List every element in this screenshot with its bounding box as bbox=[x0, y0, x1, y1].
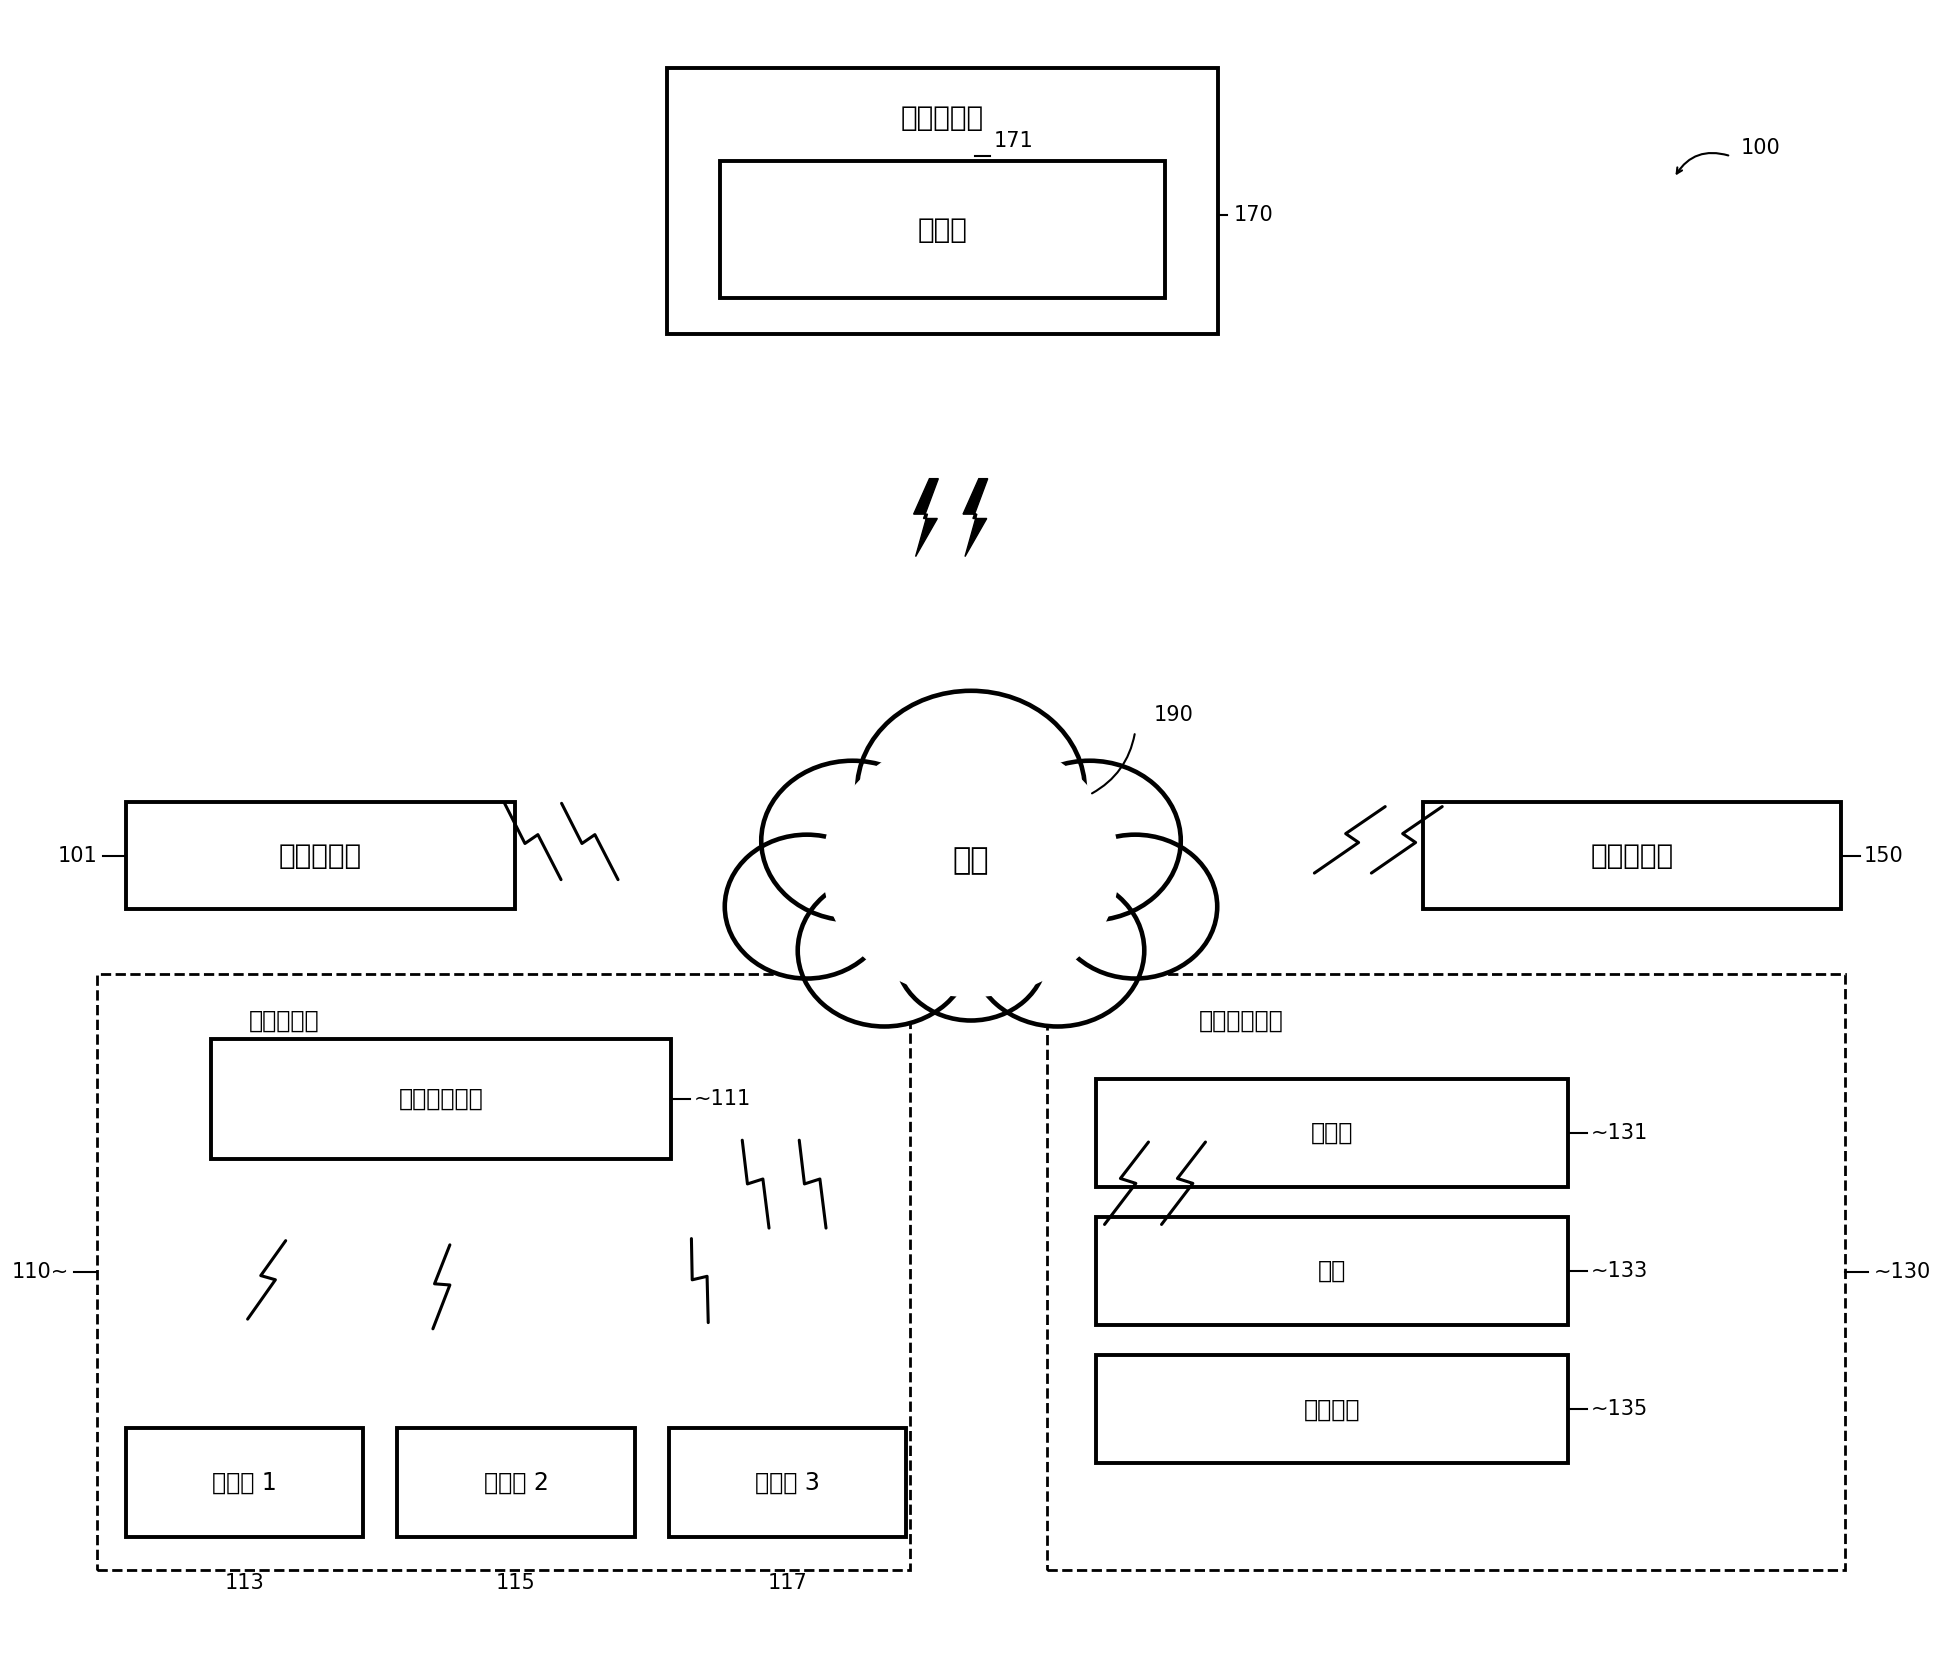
Bar bbox=[126, 802, 515, 909]
Text: ~131: ~131 bbox=[1590, 1123, 1647, 1143]
Circle shape bbox=[998, 761, 1181, 921]
Text: 家庭设施系统: 家庭设施系统 bbox=[1198, 1009, 1284, 1032]
Text: 锅炉: 锅炉 bbox=[1319, 1259, 1346, 1283]
Polygon shape bbox=[963, 479, 988, 557]
Bar bbox=[1047, 974, 1845, 1570]
Circle shape bbox=[1053, 834, 1218, 979]
Text: ~135: ~135 bbox=[1590, 1399, 1647, 1419]
Bar bbox=[212, 1039, 670, 1159]
Text: 传感器系统: 传感器系统 bbox=[249, 1009, 320, 1032]
Text: ~111: ~111 bbox=[693, 1089, 752, 1109]
Text: 传感器 3: 传感器 3 bbox=[755, 1471, 820, 1495]
Bar bbox=[97, 974, 911, 1570]
Text: ~130: ~130 bbox=[1874, 1263, 1930, 1283]
Text: 113: 113 bbox=[225, 1573, 264, 1593]
Text: 香气喷射器: 香气喷射器 bbox=[1590, 842, 1674, 869]
Text: 170: 170 bbox=[1233, 205, 1272, 225]
Text: ~133: ~133 bbox=[1590, 1261, 1647, 1281]
Circle shape bbox=[971, 874, 1144, 1026]
Bar bbox=[1097, 1218, 1567, 1326]
Text: 115: 115 bbox=[495, 1573, 536, 1593]
Text: 117: 117 bbox=[767, 1573, 808, 1593]
Bar bbox=[398, 1428, 635, 1536]
Text: 传感器 1: 传感器 1 bbox=[212, 1471, 276, 1495]
Text: 传感器 2: 传感器 2 bbox=[484, 1471, 548, 1495]
Bar bbox=[668, 1428, 907, 1536]
Text: 171: 171 bbox=[994, 132, 1033, 152]
Bar bbox=[1423, 802, 1841, 909]
Text: 空调器: 空调器 bbox=[1311, 1121, 1354, 1144]
Circle shape bbox=[724, 834, 889, 979]
Text: 110~: 110~ bbox=[12, 1263, 68, 1283]
Text: 网络: 网络 bbox=[954, 846, 988, 876]
Text: 传感器控制器: 传感器控制器 bbox=[398, 1088, 484, 1111]
Circle shape bbox=[798, 874, 971, 1026]
Bar bbox=[1097, 1079, 1567, 1188]
Text: 照明设施: 照明设施 bbox=[1303, 1398, 1359, 1421]
Circle shape bbox=[761, 761, 944, 921]
Bar bbox=[666, 68, 1218, 334]
Circle shape bbox=[823, 737, 1119, 996]
Bar bbox=[1097, 1354, 1567, 1463]
Bar bbox=[126, 1428, 363, 1536]
Text: 190: 190 bbox=[1154, 706, 1194, 726]
Text: 健康监控器: 健康监控器 bbox=[280, 842, 361, 869]
Text: 150: 150 bbox=[1864, 846, 1903, 866]
Polygon shape bbox=[913, 479, 938, 557]
Text: 101: 101 bbox=[56, 846, 97, 866]
Circle shape bbox=[856, 691, 1086, 891]
Text: 100: 100 bbox=[1740, 138, 1781, 158]
Bar bbox=[720, 162, 1165, 299]
Text: 家庭服务器: 家庭服务器 bbox=[901, 103, 985, 132]
Circle shape bbox=[895, 889, 1047, 1021]
Text: 数据库: 数据库 bbox=[917, 215, 967, 244]
